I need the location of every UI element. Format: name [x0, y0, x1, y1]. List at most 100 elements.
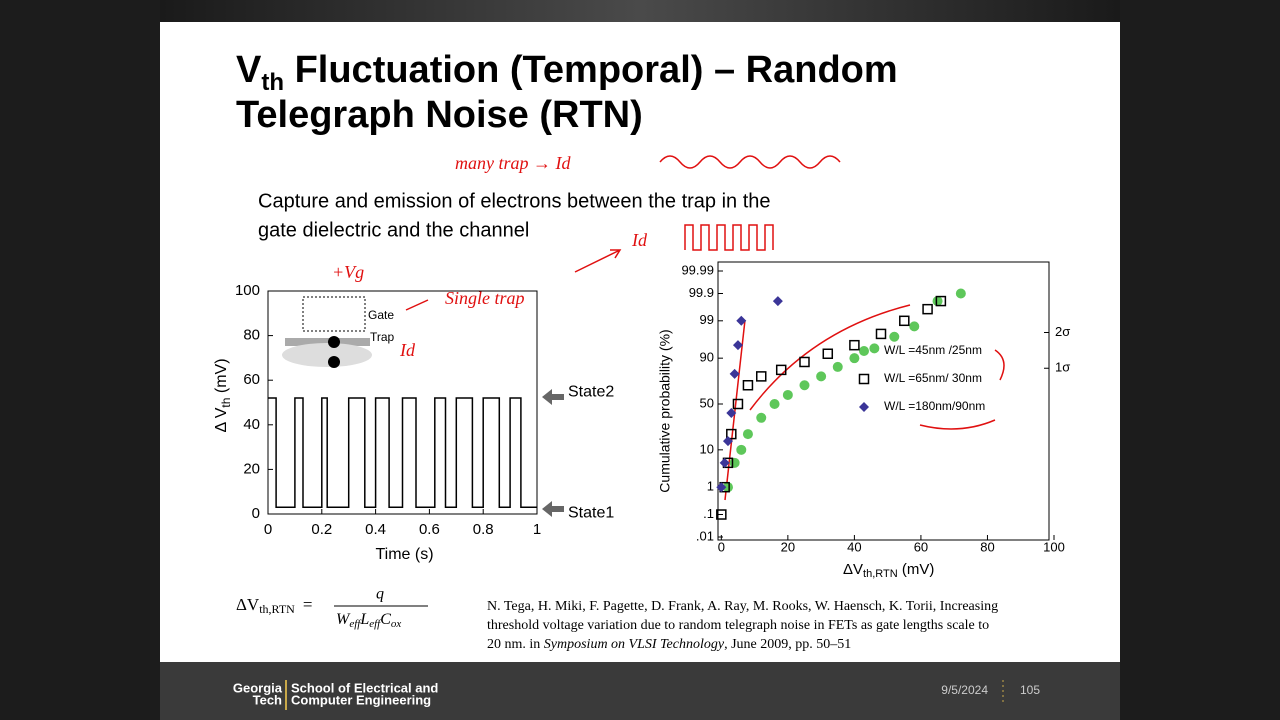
marker [782, 389, 793, 400]
legend-marker [858, 373, 870, 385]
x-tick-label: 0 [718, 539, 725, 554]
label-part: Δ V [213, 407, 230, 432]
legend-label: W/L =65nm/ 30nm [884, 371, 982, 385]
x-tick-label: 0 [264, 521, 272, 538]
marker [726, 428, 737, 440]
state-label: State2 [568, 383, 614, 400]
logo-text: Georgia [233, 680, 283, 695]
label-part: (mV) [213, 358, 230, 397]
marker [799, 356, 810, 368]
legend-marker [859, 346, 869, 356]
marker [732, 340, 743, 351]
marker [955, 288, 966, 299]
y-tick-label: 90 [700, 350, 714, 365]
y-tick-label: 99.9 [689, 285, 714, 300]
handwriting: Single trap [445, 288, 525, 308]
label-part: ΔV [843, 561, 863, 578]
handwriting-strokes [405, 155, 1005, 501]
x-tick-label: 60 [914, 539, 928, 554]
inset-label: Trap [370, 330, 395, 344]
x-tick-label: 0.4 [365, 521, 386, 538]
y-axis-label: Cumulative probability (%) [657, 329, 673, 492]
inset-diagram [282, 296, 372, 368]
state-label: State1 [568, 505, 614, 522]
page-number: 105 [1020, 683, 1040, 697]
y-tick-label: 20 [243, 460, 260, 477]
legend-marker [859, 402, 869, 412]
marker [716, 509, 727, 520]
marker [756, 412, 767, 423]
y-axis-label: Δ Vth (mV) [213, 358, 233, 432]
y-tick-label: 80 [243, 327, 260, 344]
body-text: gate dielectric and the channel [258, 219, 529, 241]
marker [822, 348, 834, 360]
x-tick-label: 40 [847, 539, 861, 554]
plot-frame [267, 290, 538, 515]
y2-tick-label: 1σ [1055, 360, 1070, 375]
school-name: School of Electrical and [291, 680, 438, 695]
y-tick-label: .1 [703, 506, 714, 521]
label-part: th,RTN [863, 568, 898, 580]
legend-label: W/L =180nm/90nm [884, 399, 985, 413]
school-name: Computer Engineering [291, 692, 431, 707]
symbol: L [359, 611, 369, 628]
marker [736, 444, 747, 455]
x-tick-label: 100 [1043, 539, 1065, 554]
y2-tick-label: 2σ [1055, 324, 1070, 339]
x-tick-label: 0.6 [419, 521, 440, 538]
plot-frame [717, 261, 1050, 541]
slide-title: Vth Fluctuation (Temporal) – Random [236, 49, 898, 96]
body-text: Capture and emission of electrons betwee… [258, 190, 771, 212]
symbol: C [380, 611, 391, 628]
marker [849, 339, 860, 351]
y-tick-label: 99 [700, 312, 714, 327]
marker [719, 457, 730, 468]
marker [732, 398, 744, 410]
marker [875, 328, 887, 340]
marker [775, 364, 787, 376]
subscript: eff [369, 618, 382, 630]
inset-label: Gate [368, 308, 394, 322]
symbol: W [336, 611, 351, 628]
footer-bar [160, 662, 1120, 720]
subscript: ox [391, 618, 402, 630]
marker [869, 343, 880, 354]
y-tick-label: .01 [696, 528, 714, 543]
y-tick-label: 50 [700, 395, 714, 410]
marker [772, 296, 783, 307]
handwriting: many trap → Id [455, 153, 571, 173]
handwriting: Id [631, 230, 648, 250]
handwriting: Id [399, 340, 416, 360]
y-tick-label: 60 [243, 371, 260, 388]
formula: ΔVth,RTN = [236, 595, 312, 616]
marker [722, 482, 733, 493]
top-bar [160, 0, 1120, 22]
date: 9/5/2024 [941, 683, 988, 697]
x-tick-label: 1 [533, 521, 541, 538]
marker [922, 303, 933, 315]
legend-label: W/L =45nm /25nm [884, 343, 982, 357]
marker [742, 379, 754, 391]
marker [889, 331, 900, 342]
x-tick-label: 0.2 [311, 521, 332, 538]
label-part: (mV) [898, 561, 935, 578]
marker [726, 408, 737, 419]
x-tick-label: 20 [781, 539, 795, 554]
marker [736, 315, 747, 326]
marker [899, 315, 910, 327]
marker [832, 361, 843, 372]
slide-title: Telegraph Noise (RTN) [236, 94, 643, 136]
state-arrows [542, 389, 564, 517]
marker [769, 399, 780, 409]
formula-numerator: q [376, 586, 384, 603]
subscript: eff [349, 618, 362, 630]
x-axis-label: ΔVth,RTN (mV) [843, 561, 934, 580]
marker [755, 371, 767, 382]
formula-denominator: WeffLeffCox [336, 611, 401, 630]
marker [742, 429, 753, 440]
y-tick-label: 40 [243, 416, 260, 433]
marker [935, 295, 947, 307]
marker [909, 321, 920, 332]
x-tick-label: 0.8 [473, 521, 494, 538]
citation: 20 nm. in Symposium on VLSI Technology, … [487, 637, 851, 652]
